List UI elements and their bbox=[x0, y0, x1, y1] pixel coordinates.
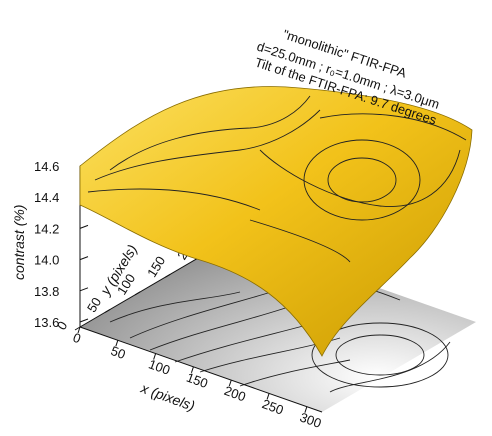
x-tick-mark bbox=[77, 326, 81, 334]
x-tick-mark bbox=[228, 379, 232, 387]
x-tick-label: 250 bbox=[260, 396, 286, 418]
y-tick-label: 150 bbox=[144, 254, 168, 280]
z-tick-label: 14.2 bbox=[34, 221, 59, 236]
z-tick-mark bbox=[79, 318, 89, 323]
y-tick-mark bbox=[164, 273, 171, 278]
z-tick-label: 14.4 bbox=[34, 190, 59, 205]
x-tick-label: 100 bbox=[147, 356, 173, 378]
x-tick-mark bbox=[304, 406, 308, 413]
y-tick-mark bbox=[104, 308, 111, 313]
z-axis-ticks: 13.6 13.8 14.0 14.2 14.4 14.6 bbox=[34, 159, 89, 330]
z-tick-mark bbox=[79, 224, 89, 229]
x-tick-mark bbox=[115, 340, 119, 347]
y-tick-label: 0 bbox=[54, 319, 71, 333]
y-tick-mark bbox=[74, 326, 81, 331]
x-tick-mark bbox=[153, 353, 157, 360]
x-tick-mark bbox=[190, 366, 194, 374]
z-tick-label: 14.6 bbox=[34, 159, 59, 174]
z-tick-label: 13.6 bbox=[34, 315, 59, 330]
y-tick-label: 50 bbox=[84, 295, 104, 315]
z-tick-label: 14.0 bbox=[34, 253, 59, 268]
x-axis-line bbox=[79, 326, 323, 413]
x-tick-label: 200 bbox=[222, 383, 248, 405]
z-axis-label: contrast (%) bbox=[11, 205, 27, 280]
x-tick-label: 150 bbox=[184, 370, 210, 392]
z-tick-mark bbox=[79, 287, 89, 292]
z-tick-label: 13.8 bbox=[34, 284, 59, 299]
x-tick-label: 300 bbox=[298, 409, 324, 431]
z-tick-mark bbox=[79, 256, 89, 261]
x-tick-label: 50 bbox=[109, 343, 128, 362]
surface bbox=[79, 86, 473, 357]
y-tick-mark bbox=[134, 291, 141, 296]
floor-plane bbox=[80, 237, 476, 412]
x-tick-label: 0 bbox=[71, 330, 83, 347]
x-tick-mark bbox=[266, 393, 270, 400]
x-axis-ticks: 0 50 100 150 200 250 300 bbox=[71, 326, 324, 431]
surface-contours bbox=[87, 95, 467, 263]
